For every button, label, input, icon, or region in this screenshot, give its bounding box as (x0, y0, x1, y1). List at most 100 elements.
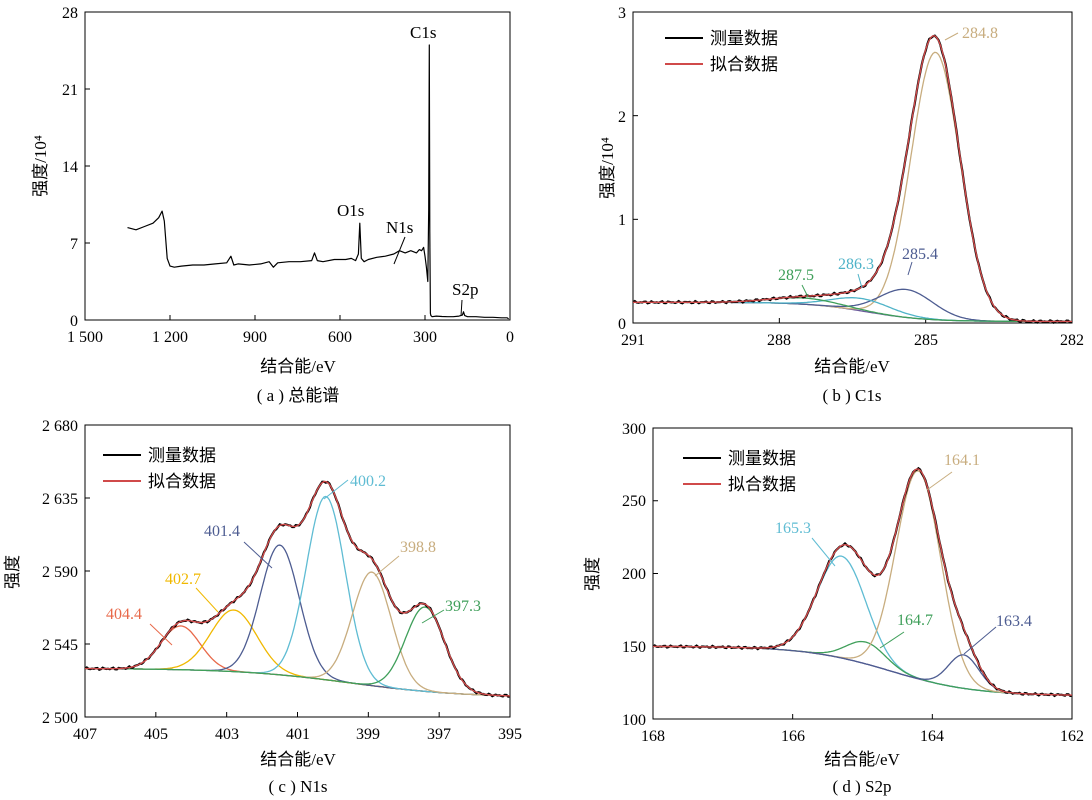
panel-caption: ( c ) N1s (268, 777, 327, 796)
leader-line (857, 273, 863, 289)
component-peak-line (85, 609, 511, 697)
legend: 测量数据 拟合数据 (665, 29, 778, 74)
peak-labels: 284.8 285.4 286.3 287.5 (778, 25, 998, 298)
leader-line (243, 541, 273, 569)
y-tick-label: 7 (70, 236, 78, 253)
y-axis-label: 强度 (583, 557, 602, 591)
peak-label-400-2: 400.2 (350, 473, 386, 490)
plot-frame (652, 427, 1073, 720)
leader-line (879, 631, 905, 649)
leader-line (944, 32, 959, 41)
y-tick-label: 2 500 (42, 710, 78, 727)
peak-label-285-4: 285.4 (902, 246, 938, 263)
x-tick-label: 403 (215, 726, 239, 743)
y-tick-label: 2 545 (42, 637, 78, 654)
peak-annotations: C1s O1s N1s S2p (337, 23, 478, 317)
annotation-n1s: N1s (386, 218, 413, 237)
x-tick-label: 395 (498, 726, 522, 743)
panel-d-s2p: 168 166 164 162 100 150 200 250 300 结合能/… (583, 421, 1084, 796)
y-tick-labels: 0 1 2 3 (618, 5, 626, 333)
x-tick-labels: 1 500 1 200 900 600 300 0 (67, 329, 514, 346)
component-peak-line (653, 470, 1072, 696)
series-layer (632, 34, 1073, 324)
x-tick-label: 288 (767, 332, 791, 349)
plot-frame (632, 11, 1073, 324)
peak-label-404-4: 404.4 (106, 606, 142, 623)
annotation-leader (460, 299, 463, 317)
y-tick-label: 2 635 (42, 491, 78, 508)
panel-caption: ( b ) C1s (822, 386, 881, 405)
y-tick-label: 100 (622, 712, 646, 729)
x-tick-label: 300 (413, 329, 437, 346)
series-layer (652, 466, 1073, 698)
tick-marks (84, 11, 511, 321)
tick-marks (652, 427, 1073, 720)
legend-label-measured: 测量数据 (728, 449, 796, 468)
x-tick-label: 282 (1060, 332, 1084, 349)
x-tick-label: 162 (1060, 728, 1084, 745)
leader-line (963, 626, 997, 655)
peak-label-402-7: 402.7 (165, 571, 201, 588)
y-tick-label: 21 (62, 82, 78, 99)
plot-frame (84, 424, 511, 718)
x-tick-label: 168 (641, 728, 665, 745)
tick-marks (84, 424, 511, 718)
background-line (85, 667, 511, 697)
y-tick-label: 3 (618, 5, 626, 22)
leader-line (374, 555, 400, 577)
y-tick-label: 1 (618, 212, 626, 229)
x-tick-label: 164 (920, 728, 944, 745)
y-tick-label: 0 (618, 316, 626, 333)
x-tick-labels: 291 288 285 282 (621, 332, 1084, 349)
peak-label-164-1: 164.1 (944, 452, 980, 469)
fitted-data-line (633, 35, 1072, 323)
leader-line (421, 609, 445, 624)
y-tick-label: 14 (62, 159, 78, 176)
y-tick-label: 200 (622, 566, 646, 583)
leader-line (926, 471, 953, 491)
leader-line (195, 587, 219, 613)
peak-label-164-7: 164.7 (897, 612, 933, 629)
leader-line (801, 284, 809, 298)
peak-labels: 165.3 164.7 164.1 163.4 (775, 452, 1032, 655)
component-peak-line (633, 51, 1072, 323)
measured-data-line (652, 466, 1073, 698)
legend-label-fitted: 拟合数据 (728, 475, 796, 494)
x-tick-label: 1 500 (67, 329, 103, 346)
x-axis-label: 结合能/eV (824, 750, 900, 769)
x-tick-labels: 168 166 164 162 (641, 728, 1084, 745)
leader-line (323, 479, 349, 500)
peak-label-286-3: 286.3 (838, 256, 874, 273)
survey-spectrum-line (127, 44, 509, 320)
x-tick-label: 166 (781, 728, 805, 745)
legend: 测量数据 拟合数据 (683, 449, 796, 494)
x-tick-label: 1 200 (152, 329, 188, 346)
legend-label-measured: 测量数据 (710, 29, 778, 48)
series-layer (127, 44, 509, 320)
leader-line (907, 261, 913, 276)
annotation-leader (393, 236, 406, 265)
annotation-s2p: S2p (452, 280, 478, 299)
x-tick-label: 397 (427, 726, 451, 743)
legend-label-measured: 测量数据 (148, 446, 216, 465)
y-tick-labels: 2 500 2 545 2 590 2 635 2 680 (42, 418, 78, 727)
component-peak-line (653, 640, 1072, 696)
x-axis-label: 结合能/eV (260, 750, 336, 769)
y-tick-label: 250 (622, 493, 646, 510)
leader-line (149, 623, 173, 646)
panel-c-n1s: 407 405 403 401 399 397 395 2 500 2 545 … (3, 418, 522, 796)
x-tick-label: 399 (356, 726, 380, 743)
panel-caption: ( a ) 总能谱 (257, 386, 340, 405)
component-peak-line (85, 606, 511, 697)
peak-label-287-5: 287.5 (778, 267, 814, 284)
y-axis-label: 强度 (3, 555, 22, 589)
peak-label-165-3: 165.3 (775, 520, 811, 537)
peak-label-401-4: 401.4 (204, 523, 240, 540)
x-tick-label: 407 (73, 726, 97, 743)
series-layer (84, 480, 511, 698)
y-tick-label: 2 (618, 109, 626, 126)
legend: 测量数据 拟合数据 (103, 446, 216, 491)
y-tick-label: 0 (70, 313, 78, 330)
peak-label-398-8: 398.8 (400, 539, 436, 556)
